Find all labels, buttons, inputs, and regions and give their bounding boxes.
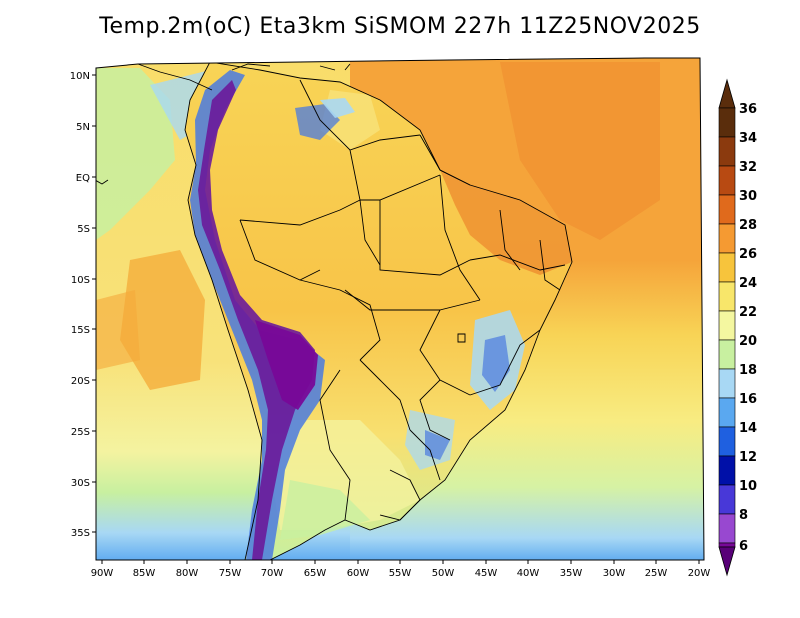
altiplano bbox=[255, 320, 318, 410]
country-borders bbox=[239, 79, 566, 521]
pacific-cool-patch bbox=[96, 68, 175, 240]
colorbar-swatch-22 bbox=[718, 310, 736, 341]
colorbar-swatch-20 bbox=[718, 339, 736, 370]
colorbar-label-10: 10 bbox=[739, 479, 757, 494]
lon-label-40w: 40W bbox=[517, 568, 540, 579]
colorbar-label-32: 32 bbox=[739, 160, 757, 175]
colorbar-label-30: 30 bbox=[739, 189, 757, 204]
colorbar-top-arrow bbox=[718, 78, 736, 109]
colorbar-swatch-12 bbox=[718, 455, 736, 486]
colorbar-label-26: 26 bbox=[739, 247, 757, 262]
colorbar-label-20: 20 bbox=[739, 334, 757, 349]
colorbar-swatch-28 bbox=[718, 223, 736, 254]
colorbar-swatch-36 bbox=[718, 107, 736, 138]
map-field bbox=[96, 58, 704, 560]
colorbar-label-8: 8 bbox=[739, 508, 748, 523]
andes-highlands bbox=[198, 80, 315, 560]
lon-label-90w: 90W bbox=[91, 568, 114, 579]
lon-label-60w: 60W bbox=[347, 568, 370, 579]
lon-label-75w: 75W bbox=[219, 568, 242, 579]
colorbar-label-14: 14 bbox=[739, 421, 757, 436]
lon-label-55w: 55W bbox=[389, 568, 412, 579]
colorbar-label-18: 18 bbox=[739, 363, 757, 378]
lat-label-30s: 30S bbox=[71, 478, 90, 489]
colorbar-label-16: 16 bbox=[739, 392, 757, 407]
colorbar-swatch-16 bbox=[718, 397, 736, 428]
lat-label-5s: 5S bbox=[77, 224, 90, 235]
lat-label-5n: 5N bbox=[76, 122, 90, 133]
lon-label-25w: 25W bbox=[645, 568, 668, 579]
colorbar-label-28: 28 bbox=[739, 218, 757, 233]
colorbar-label-22: 22 bbox=[739, 305, 757, 320]
lat-label-25s: 25S bbox=[71, 427, 90, 438]
colorbar-swatch-14 bbox=[718, 426, 736, 457]
colorbar-swatch-30 bbox=[718, 194, 736, 225]
lon-label-50w: 50W bbox=[432, 568, 455, 579]
lon-label-30w: 30W bbox=[603, 568, 626, 579]
lon-label-85w: 85W bbox=[133, 568, 156, 579]
colorbar-swatch-24 bbox=[718, 281, 736, 312]
lon-label-65w: 65W bbox=[304, 568, 327, 579]
map-title: Temp.2m(oC) Eta3km SiSMOM 227h 11Z25NOV2… bbox=[99, 14, 701, 39]
lat-label-35s: 35S bbox=[71, 528, 90, 539]
colorbar-label-36: 36 bbox=[739, 102, 757, 117]
map-frame bbox=[95, 57, 705, 561]
longitude-axis: 90W 85W 80W 75W 70W 65W 60W 55W 50W 45W … bbox=[91, 560, 711, 579]
lon-label-20w: 20W bbox=[688, 568, 711, 579]
colorbar-bottom-arrow bbox=[718, 546, 736, 577]
colorbar-swatch-18 bbox=[718, 368, 736, 399]
colorbar-swatch-26 bbox=[718, 252, 736, 283]
lat-label-eq: EQ bbox=[76, 173, 90, 184]
colorbar: 36 34 32 30 28 26 24 22 20 18 16 14 12 1… bbox=[718, 78, 757, 577]
colorbar-swatch-10 bbox=[718, 484, 736, 515]
lon-label-35w: 35W bbox=[560, 568, 583, 579]
colorbar-label-6: 6 bbox=[739, 539, 748, 554]
colorbar-swatch-34 bbox=[718, 136, 736, 167]
colorbar-swatch-32 bbox=[718, 165, 736, 196]
lon-label-80w: 80W bbox=[176, 568, 199, 579]
andes-cordillera bbox=[190, 70, 325, 560]
colorbar-label-24: 24 bbox=[739, 276, 757, 291]
latitude-axis: 10N 5N EQ 5S 10S 15S 20S 25S 30S 35S bbox=[70, 71, 96, 539]
lat-label-15s: 15S bbox=[71, 325, 90, 336]
lat-label-10s: 10S bbox=[71, 275, 90, 286]
colorbar-swatch-8 bbox=[718, 513, 736, 544]
lat-label-10n: 10N bbox=[70, 71, 90, 82]
colorbar-label-34: 34 bbox=[739, 131, 757, 146]
lon-label-70w: 70W bbox=[261, 568, 284, 579]
lat-label-20s: 20S bbox=[71, 376, 90, 387]
colorbar-label-12: 12 bbox=[739, 450, 757, 465]
lon-label-45w: 45W bbox=[475, 568, 498, 579]
galapagos-islands bbox=[96, 179, 109, 185]
